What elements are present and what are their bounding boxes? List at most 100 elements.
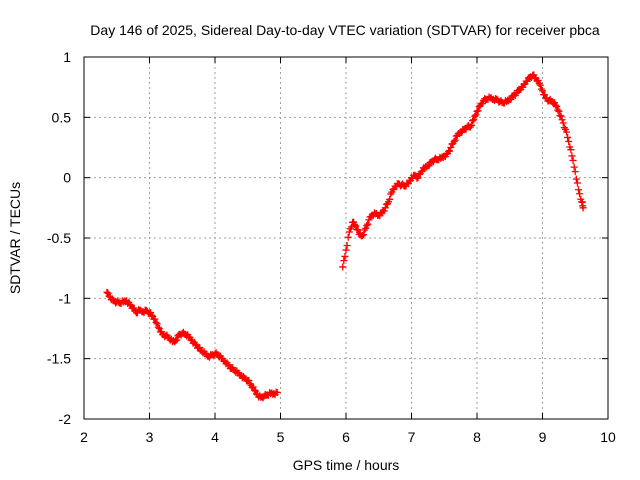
data-point [340, 257, 348, 265]
data-point [539, 87, 546, 95]
data-point [468, 121, 476, 129]
data-point [451, 136, 459, 144]
data-point [251, 387, 259, 395]
data-point [103, 288, 111, 296]
data-point [563, 128, 571, 136]
data-point [345, 228, 353, 236]
series-1 [103, 288, 281, 402]
series-2 [339, 71, 587, 271]
y-tick-label: 0 [63, 170, 71, 186]
data-point [569, 156, 577, 164]
data-point [553, 103, 561, 111]
data-points [103, 71, 587, 402]
data-point [541, 91, 549, 99]
x-tick-label: 2 [80, 429, 88, 445]
data-point [126, 300, 134, 308]
data-point [450, 137, 458, 145]
data-point [359, 231, 367, 239]
data-point [351, 221, 359, 229]
data-point [573, 179, 581, 187]
data-point [558, 116, 566, 124]
data-point [568, 152, 576, 160]
data-point [358, 232, 366, 240]
y-axis-label: SDTVAR / TECUs [7, 182, 23, 294]
data-point [173, 336, 181, 344]
data-point [470, 116, 478, 124]
data-point [555, 107, 563, 115]
data-point [153, 320, 161, 328]
data-point [474, 107, 482, 115]
data-point [339, 263, 347, 271]
x-tick-label: 3 [146, 429, 154, 445]
data-point [534, 76, 542, 84]
data-point [536, 81, 544, 89]
data-point [380, 207, 388, 215]
data-point [364, 220, 372, 228]
data-point [523, 77, 531, 85]
data-point [575, 186, 583, 194]
data-point [507, 95, 515, 103]
data-point [148, 311, 156, 319]
data-point [249, 383, 257, 391]
data-point [130, 304, 138, 312]
data-point [559, 119, 567, 127]
data-point [469, 117, 477, 125]
data-point [154, 323, 162, 331]
axis-ticks: 2 3 4 5 6 7 8 9 10 -2 -1.5 -1 -0.5 0 0.5 1 [47, 49, 616, 445]
data-point [152, 318, 160, 326]
data-point [471, 112, 479, 120]
chart-title: Day 146 of 2025, Sidereal Day-to-day VTE… [90, 22, 600, 38]
x-tick-label: 7 [408, 429, 416, 445]
data-point [447, 144, 455, 151]
data-point [554, 106, 562, 114]
data-point [571, 168, 579, 176]
data-point [342, 246, 350, 254]
data-point [564, 133, 572, 141]
data-point [245, 377, 253, 385]
data-point [425, 162, 433, 170]
data-point [386, 195, 394, 203]
x-tick-label: 5 [277, 429, 285, 445]
y-tick-label: -1 [59, 290, 72, 306]
x-axis-label: GPS time / hours [293, 457, 400, 473]
data-point [273, 388, 281, 396]
data-point [246, 380, 254, 388]
data-point [151, 315, 159, 323]
data-point [570, 163, 578, 171]
data-point [344, 233, 352, 241]
data-point [352, 222, 360, 230]
data-point [414, 174, 422, 182]
y-tick-label: 0.5 [52, 109, 72, 125]
grid [84, 57, 608, 419]
x-tick-label: 9 [539, 429, 547, 445]
data-point [354, 226, 362, 234]
data-point [557, 112, 565, 120]
data-point [104, 289, 112, 297]
data-point [552, 101, 560, 109]
y-tick-label: 1 [63, 49, 71, 65]
data-point [381, 204, 389, 212]
y-tick-label: -2 [59, 411, 72, 427]
x-tick-label: 8 [473, 429, 481, 445]
data-point [446, 147, 454, 155]
data-point [579, 204, 587, 212]
data-point [250, 386, 258, 394]
data-point [343, 241, 351, 249]
data-point [341, 252, 349, 260]
data-point [191, 340, 199, 348]
y-tick-label: -0.5 [47, 230, 71, 246]
data-point [363, 222, 371, 230]
x-tick-label: 6 [342, 429, 350, 445]
data-point [572, 175, 580, 183]
x-tick-label: 4 [211, 429, 219, 445]
x-tick-label: 10 [600, 429, 616, 445]
data-point [224, 361, 232, 369]
data-point [576, 190, 584, 198]
data-point [478, 99, 486, 107]
data-point [567, 146, 575, 154]
data-point [565, 137, 573, 145]
data-point [472, 111, 480, 119]
y-tick-label: -1.5 [47, 351, 71, 367]
